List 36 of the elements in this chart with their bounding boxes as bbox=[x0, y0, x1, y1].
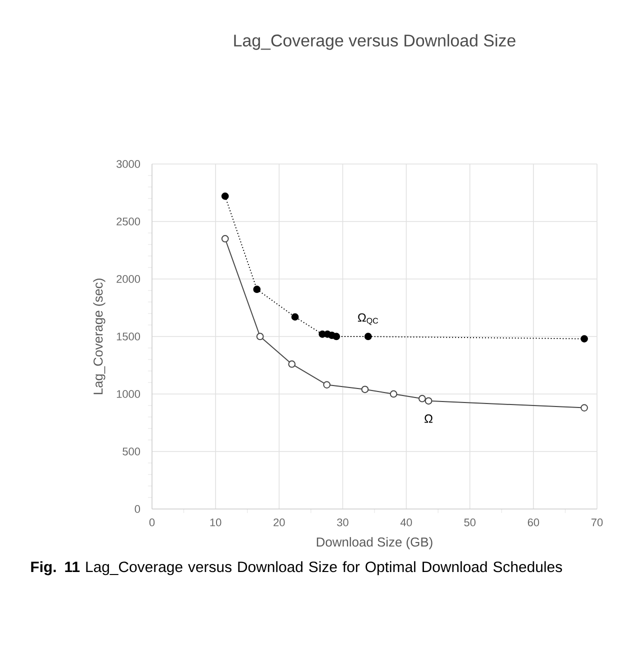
x-tick-label: 10 bbox=[210, 518, 222, 526]
x-tick-label: 20 bbox=[274, 518, 285, 526]
point bbox=[288, 360, 296, 368]
y-tick-label: 1000 bbox=[116, 390, 140, 398]
x-tick-label: 50 bbox=[464, 518, 476, 526]
point bbox=[221, 192, 229, 200]
point bbox=[424, 397, 432, 405]
point bbox=[332, 332, 340, 340]
y-tick-label: 2500 bbox=[116, 218, 140, 226]
y-tick-label: 500 bbox=[122, 448, 140, 456]
point bbox=[221, 235, 229, 242]
x-tick-label: 0 bbox=[149, 518, 155, 526]
chart-title: Lag_Coverage versus Download Size bbox=[234, 34, 516, 50]
y-tick-label: 2000 bbox=[116, 275, 140, 283]
point bbox=[256, 332, 264, 340]
x-tick-label: 70 bbox=[591, 518, 603, 526]
point bbox=[361, 386, 369, 394]
y-tick-label: 0 bbox=[134, 505, 140, 513]
point bbox=[580, 404, 588, 412]
point bbox=[323, 381, 331, 388]
x-tick-label: 40 bbox=[400, 518, 412, 526]
point bbox=[253, 286, 261, 294]
series-label: Ω bbox=[424, 414, 432, 423]
point bbox=[418, 394, 426, 402]
y-axis-title: Lag_Coverage (sec) bbox=[93, 278, 106, 394]
point bbox=[291, 313, 299, 321]
point bbox=[390, 390, 398, 398]
series-label: Ω$_{QC}$ bbox=[358, 313, 378, 325]
x-tick-label: 30 bbox=[337, 518, 348, 526]
text: Fig. 11 Lag_Coverage versus Download Size for Optimal Download Schedules bbox=[31, 561, 562, 576]
y-tick-label: 3000 bbox=[116, 160, 140, 168]
x-axis-title: Download Size (GB) bbox=[316, 537, 432, 550]
point bbox=[364, 332, 372, 340]
point bbox=[580, 335, 588, 342]
x-tick-label: 60 bbox=[528, 518, 540, 526]
y-tick-label: 1500 bbox=[116, 332, 140, 340]
